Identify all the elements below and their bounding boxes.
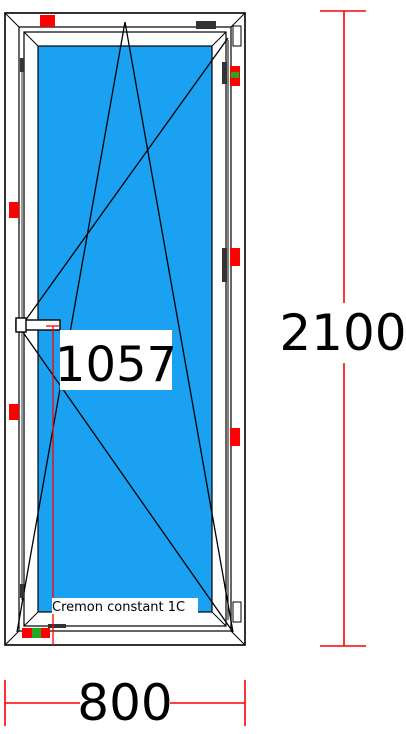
marker-bottom-bar <box>48 624 66 628</box>
marker-bottom-left-green <box>32 628 41 638</box>
handle-base <box>15 317 27 333</box>
turn-line-top <box>19 37 229 329</box>
frame-corner-tr <box>230 12 246 28</box>
sash-corner-tl <box>23 31 39 47</box>
sash-corner-br <box>211 611 227 627</box>
handle-dim-label: 1057 <box>55 337 177 393</box>
marker-top-left <box>40 15 55 27</box>
width-dim-label-bg <box>80 676 170 728</box>
bottom-hinge-bracket <box>232 601 242 623</box>
height-dim-label-bg <box>284 303 402 363</box>
marker-top-right-bar <box>196 21 216 29</box>
tilt-line-left <box>16 21 126 633</box>
height-dimension: 2100 <box>279 10 406 647</box>
marker-left-lower <box>9 404 19 420</box>
opening-indicator <box>16 21 234 633</box>
handle-height-dimension: 1057 <box>46 325 177 645</box>
marker-right-top-green <box>231 72 239 78</box>
handle-dim-label-bg <box>60 330 172 390</box>
width-dimension: 800 <box>4 674 246 732</box>
marker-right-mid <box>230 248 240 266</box>
height-dim-label: 2100 <box>279 304 406 362</box>
hinge-side-details <box>222 25 242 623</box>
glass-pane <box>37 45 213 613</box>
hardware-markers <box>9 15 240 638</box>
lock-point-top <box>20 58 24 72</box>
tilt-line-right <box>124 21 234 633</box>
hinge-strip-mid <box>222 248 227 282</box>
lock-point-bottom <box>20 584 24 598</box>
sash-corner-tr <box>211 31 227 47</box>
top-hinge-bracket <box>232 25 242 47</box>
marker-right-low <box>230 428 240 446</box>
sash-corner-bl <box>23 611 39 627</box>
turn-line-bottom <box>19 327 234 633</box>
frame-corner-tl <box>4 12 20 28</box>
marker-left-upper <box>9 202 19 218</box>
hardware-label-text: Cremon constant 1C <box>52 600 185 615</box>
door-handle <box>15 317 61 333</box>
hinge-strip-top <box>222 62 227 84</box>
hardware-label-bg <box>52 598 198 614</box>
frame-corner-br <box>230 630 246 646</box>
frame-corner-bl <box>4 630 20 646</box>
hardware-label: Cremon constant 1C <box>52 598 198 615</box>
width-dim-label: 800 <box>77 674 172 732</box>
